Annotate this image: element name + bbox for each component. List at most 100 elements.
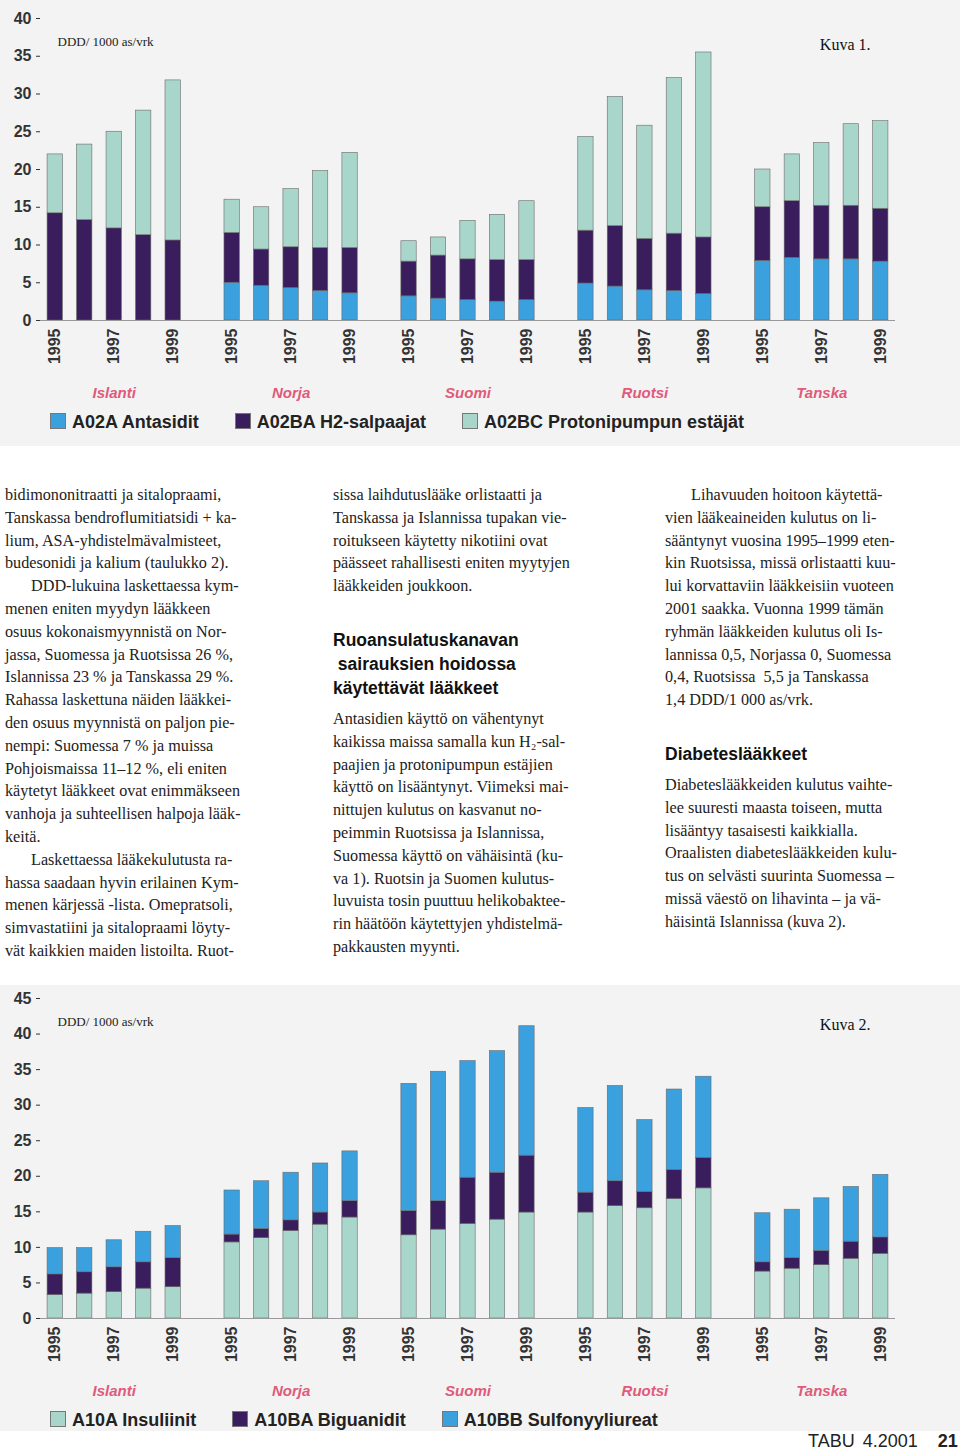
svg-text:Suomi: Suomi (445, 384, 492, 401)
svg-text:1995: 1995 (46, 1326, 63, 1362)
html-text:Ruoansulatuskanavan: Ruoansulatuskanavan (333, 630, 519, 650)
svg-text:40: 40 (14, 1025, 32, 1042)
html-text:menen kärjessä -lista. Omeprat: menen kärjessä -lista. Omepratsoli, (5, 896, 233, 915)
html-text:sairauksien hoidossa: sairauksien hoidossa (333, 654, 516, 674)
svg-text:1999: 1999 (695, 328, 712, 364)
svg-text:1997: 1997 (105, 1326, 122, 1362)
svg-text:1999: 1999 (341, 328, 358, 364)
svg-text:35: 35 (14, 47, 32, 64)
svg-text:Tanska: Tanska (796, 384, 847, 401)
svg-text:1999: 1999 (518, 1326, 535, 1362)
svg-text:45: 45 (14, 990, 32, 1007)
svg-text:0: 0 (23, 1310, 32, 1327)
svg-text:Islanti: Islanti (93, 1382, 137, 1399)
svg-text:1995: 1995 (223, 328, 240, 364)
html-text:DDD-lukuina laskettaessa kym-: DDD-lukuina laskettaessa kym- (31, 577, 239, 596)
html-text:osuus kokonaismyynnistä on Nor: osuus kokonaismyynnistä on Nor- (5, 622, 227, 641)
svg-text:1999: 1999 (164, 328, 181, 364)
html-text:21: 21 (937, 1431, 958, 1451)
svg-text:Ruotsi: Ruotsi (622, 1382, 669, 1399)
html-text:Tanskassa bendroflumitiatsidi: Tanskassa bendroflumitiatsidi + ka- (5, 508, 237, 527)
html-text:jassa, Suomessa ja Ruotsissa 2: jassa, Suomessa ja Ruotsissa 26 %, (5, 645, 233, 664)
svg-text:1997: 1997 (105, 328, 122, 364)
svg-text:1995: 1995 (400, 328, 417, 364)
svg-text:1995: 1995 (46, 328, 63, 364)
svg-text:1995: 1995 (223, 1326, 240, 1362)
svg-text:1999: 1999 (695, 1326, 712, 1362)
svg-text:Kuva 1.: Kuva 1. (820, 36, 871, 53)
svg-text:1995: 1995 (754, 328, 771, 364)
svg-text:35: 35 (14, 1061, 32, 1078)
html-text:käytettävät lääkkeet: käytettävät lääkkeet (333, 678, 499, 698)
svg-text:1999: 1999 (872, 1326, 889, 1362)
svg-text:30: 30 (14, 85, 32, 102)
svg-text:20: 20 (14, 1167, 32, 1184)
svg-text:Tanska: Tanska (796, 1382, 847, 1399)
svg-text:15: 15 (14, 198, 32, 215)
svg-text:1997: 1997 (636, 1326, 653, 1362)
svg-text:1997: 1997 (813, 328, 830, 364)
svg-text:1997: 1997 (282, 1326, 299, 1362)
svg-text:10: 10 (14, 1239, 32, 1256)
html-text:budesonidi ja kalium (taulukko: budesonidi ja kalium (taulukko 2). (5, 554, 229, 573)
svg-text:20: 20 (14, 161, 32, 178)
html-text:kaikissa maissa samalla kun H₂: kaikissa maissa samalla kun H₂-sal- (333, 732, 566, 751)
html-text:A02A Antasidit: A02A Antasidit (72, 412, 199, 432)
html-text:käytetyt lääkkeet ovat enimmäk: käytetyt lääkkeet ovat enimmäkseen (5, 782, 241, 801)
svg-text:1997: 1997 (459, 1326, 476, 1362)
html-text:A02BA H2-salpaajat: A02BA H2-salpaajat (256, 412, 427, 432)
html-text:vät kaikkien maiden listoilta.: vät kaikkien maiden listoilta. Ruot- (5, 941, 234, 960)
svg-text:1995: 1995 (577, 328, 594, 364)
html-text:Islannissa 23 % ja Tanskassa 2: Islannissa 23 % ja Tanskassa 29 %. (5, 668, 234, 687)
svg-text:5: 5 (23, 1274, 32, 1291)
svg-text:1999: 1999 (164, 1326, 181, 1362)
svg-text:1997: 1997 (813, 1326, 830, 1362)
html-text:käyttö on lisääntynyt. Viimeks: käyttö on lisääntynyt. Viimeksi mai- (333, 778, 569, 797)
svg-text:Kuva 2.: Kuva 2. (820, 1016, 871, 1033)
svg-text:1999: 1999 (341, 1326, 358, 1362)
svg-text:1999: 1999 (518, 328, 535, 364)
svg-text:15: 15 (14, 1203, 32, 1220)
html-text:Rahassa laskettuna näiden lääk: Rahassa laskettuna näiden lääkkei- (5, 691, 232, 710)
html-text:päässeet rahallisesti eniten m: päässeet rahallisesti eniten myytyjen (333, 554, 570, 573)
html-text:paajien ja protonipumpun estäj: paajien ja protonipumpun estäjien (333, 755, 553, 774)
html-text:A10A Insuliinit: A10A Insuliinit (72, 1410, 197, 1430)
html-text:Laskettaessa lääkekulutusta ra: Laskettaessa lääkekulutusta ra- (31, 850, 233, 869)
svg-text:1997: 1997 (459, 328, 476, 364)
svg-text:25: 25 (14, 123, 32, 140)
html-text:lium, ASA-yhdistelmävalmisteet: lium, ASA-yhdistelmävalmisteet, (5, 531, 222, 550)
svg-text:0: 0 (23, 312, 32, 329)
svg-text:Norja: Norja (272, 1382, 310, 1399)
svg-text:Norja: Norja (272, 384, 310, 401)
svg-text:1997: 1997 (636, 328, 653, 364)
html-text:nempi: Suomessa 7 % ja muissa: nempi: Suomessa 7 % ja muissa (5, 736, 214, 755)
html-text:simvastatiini ja sitalopraami: simvastatiini ja sitalopraami löyty- (5, 919, 231, 938)
html-text:A02BC Protonipumpun estäjät: A02BC Protonipumpun estäjät (484, 412, 745, 432)
svg-text:30: 30 (14, 1096, 32, 1113)
html-text:Tanskassa ja Islannissa tupaka: Tanskassa ja Islannissa tupakan vie- (333, 508, 567, 527)
svg-text:1999: 1999 (872, 328, 889, 364)
svg-text:5: 5 (23, 274, 32, 291)
html-text:vanhoja ja suhteellisen halpoj: vanhoja ja suhteellisen halpoja lääk- (5, 805, 241, 824)
svg-text:1997: 1997 (282, 328, 299, 364)
html-text:TABU: TABU (808, 1431, 855, 1451)
html-text:Diabeteslääkkeet: Diabeteslääkkeet (665, 744, 807, 764)
html-text:A10BA Biguanidit: A10BA Biguanidit (254, 1410, 406, 1430)
html-text:roitukseen käytetty nikotiini: roitukseen käytetty nikotiini ovat (333, 531, 548, 550)
html-text:4.2001: 4.2001 (862, 1431, 918, 1451)
svg-text:1995: 1995 (577, 1326, 594, 1362)
html-text:hassa saadaan hyvin erilainen: hassa saadaan hyvin erilainen Kym- (5, 873, 239, 892)
svg-text:25: 25 (14, 1132, 32, 1149)
svg-text:1995: 1995 (754, 1326, 771, 1362)
html-text:Pohjoismaissa 11–12 %, eli eni: Pohjoismaissa 11–12 %, eli eniten (5, 759, 227, 778)
svg-text:DDD/ 1000 as/vrk: DDD/ 1000 as/vrk (58, 34, 155, 49)
svg-text:40: 40 (14, 10, 32, 27)
svg-text:Islanti: Islanti (93, 384, 137, 401)
svg-text:1995: 1995 (400, 1326, 417, 1362)
svg-text:Ruotsi: Ruotsi (622, 384, 669, 401)
html-text:lääkkeiden joukkoon.: lääkkeiden joukkoon. (333, 577, 473, 596)
svg-text:DDD/ 1000 as/vrk: DDD/ 1000 as/vrk (58, 1014, 155, 1029)
html-text:A10BB Sulfonyyliureat: A10BB Sulfonyyliureat (463, 1410, 658, 1430)
svg-text:Suomi: Suomi (445, 1382, 492, 1399)
svg-text:10: 10 (14, 236, 32, 253)
